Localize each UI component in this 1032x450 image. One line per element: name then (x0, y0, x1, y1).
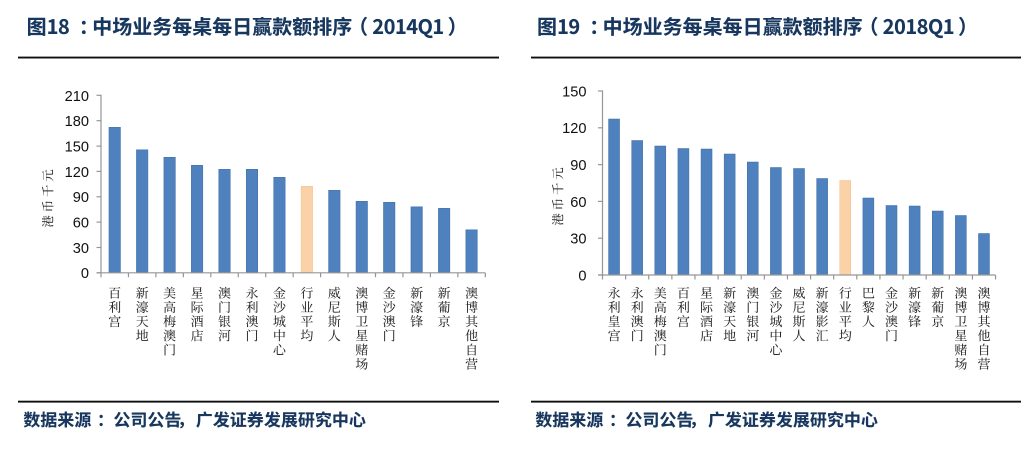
svg-text:210: 210 (65, 89, 89, 105)
svg-text:90: 90 (73, 190, 89, 206)
svg-text:120: 120 (65, 165, 89, 181)
svg-text:180: 180 (65, 114, 89, 130)
svg-text:30: 30 (73, 241, 89, 257)
svg-text:150: 150 (65, 140, 89, 156)
svg-text:60: 60 (73, 216, 89, 232)
svg-text:90: 90 (570, 158, 586, 174)
svg-text:150: 150 (562, 84, 586, 100)
svg-text:30: 30 (570, 232, 586, 248)
svg-text:0: 0 (81, 266, 89, 282)
svg-text:60: 60 (570, 195, 586, 211)
svg-text:120: 120 (562, 121, 586, 137)
svg-text:0: 0 (578, 268, 586, 284)
